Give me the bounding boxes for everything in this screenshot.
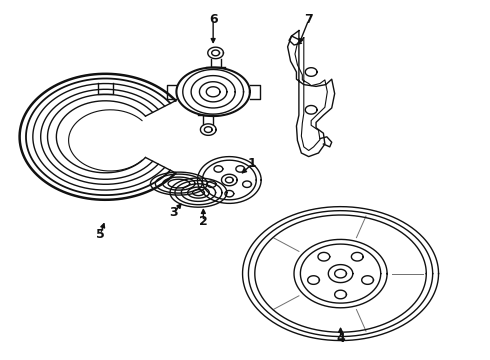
Text: 6: 6 — [209, 13, 218, 26]
Text: 3: 3 — [170, 206, 178, 219]
Text: 7: 7 — [304, 13, 313, 26]
Text: 4: 4 — [336, 332, 345, 345]
Text: 2: 2 — [199, 215, 208, 228]
Text: 1: 1 — [248, 157, 257, 170]
Text: 5: 5 — [96, 228, 105, 240]
